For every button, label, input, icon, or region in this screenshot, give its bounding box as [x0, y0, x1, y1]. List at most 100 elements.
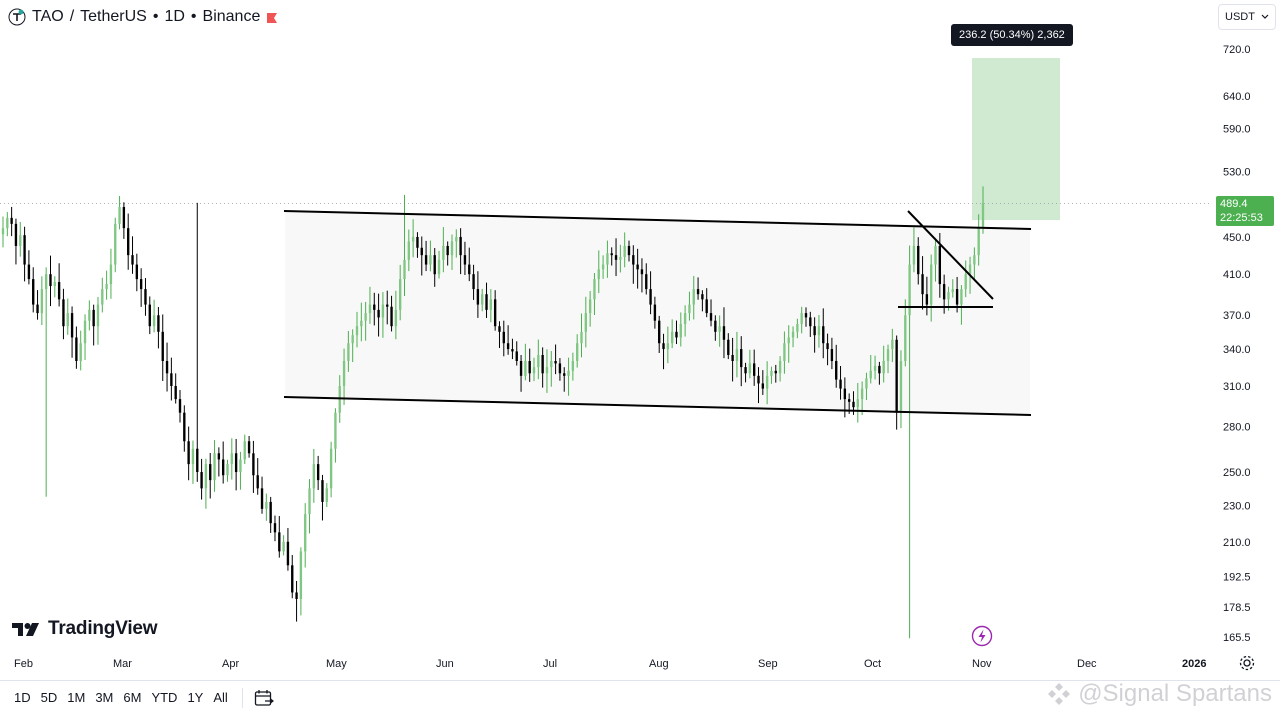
range-ytd-button[interactable]: YTD [151, 690, 178, 705]
candle-body [321, 480, 324, 502]
range-1d-button[interactable]: 1D [14, 690, 31, 705]
range-6m-button[interactable]: 6M [123, 690, 142, 705]
candle-body [429, 255, 432, 265]
candle-body [312, 464, 316, 489]
candle-body [610, 253, 613, 256]
flag-resistance-line[interactable] [907, 210, 994, 300]
candle-body [670, 331, 674, 344]
lightning-icon[interactable] [971, 625, 993, 647]
calendar-icon[interactable] [253, 687, 275, 709]
candle-body [895, 339, 898, 413]
symbol-header[interactable]: TAO / TetherUS • 1D • Binance [8, 6, 278, 28]
candle-body [558, 363, 562, 374]
range-5d-button[interactable]: 5D [40, 690, 58, 705]
price-axis[interactable]: 165.5 178.5 192.5 210.0 230.0 250.0 280.0 310.0… [1223, 44, 1251, 644]
candle-body [49, 274, 52, 287]
candle-body [62, 299, 65, 327]
candle-body [899, 361, 903, 413]
candle-body [930, 264, 933, 305]
range-3m-button[interactable]: 3M [95, 690, 114, 705]
candle-body [554, 361, 557, 364]
candle-body [83, 320, 87, 344]
candle-body [53, 282, 56, 287]
candle-body [459, 236, 462, 256]
candle-body [386, 304, 389, 307]
candle-body [744, 367, 747, 374]
candle-body [265, 501, 268, 509]
price-chart[interactable]: 165.5 178.5 192.5 210.0 230.0 250.0 280.0 310.0… [0, 0, 1280, 680]
candle-body [221, 459, 225, 476]
candle-body [528, 361, 531, 374]
candle-body [675, 331, 678, 338]
time-tick-label: Feb [14, 658, 33, 670]
time-tick-label: Nov [972, 658, 992, 670]
candle-body [873, 365, 877, 371]
candle-body [770, 370, 773, 376]
interval-label[interactable]: 1D [164, 8, 185, 25]
candle-body [256, 475, 259, 489]
candle-body [696, 289, 700, 295]
candle-body [787, 337, 790, 344]
symbol-separator: / [69, 8, 75, 25]
candle-body [247, 441, 251, 454]
candle-body [791, 331, 795, 338]
candle-body [882, 361, 885, 374]
candle-body [131, 255, 134, 265]
candle-body [165, 361, 169, 374]
candle-body [904, 315, 907, 362]
candle-body [118, 207, 121, 224]
exchange-label: Binance [202, 8, 261, 25]
candle-body [79, 343, 82, 362]
candle-body [19, 235, 22, 246]
price-tick-label: 250.0 [1223, 467, 1251, 479]
candle-body [912, 245, 916, 265]
candle-body [981, 203, 985, 229]
candle-body [714, 320, 717, 332]
candle-body [511, 349, 514, 352]
candle-body [485, 294, 488, 310]
candle-body [355, 326, 359, 336]
candle-body [722, 326, 726, 340]
candle-body [174, 386, 177, 400]
candle-body [152, 315, 156, 327]
gear-icon[interactable] [1238, 654, 1256, 672]
candle-body [822, 326, 825, 344]
candle-body [40, 289, 44, 314]
channel-upper-line[interactable] [283, 210, 1032, 230]
measure-label: 236.2 (50.34%) 2,362 [951, 24, 1073, 46]
channel-lower-line[interactable] [283, 396, 1032, 416]
candle-body [308, 488, 311, 515]
range-all-button[interactable]: All [213, 690, 228, 705]
candle-body [576, 343, 579, 362]
candle-body [239, 459, 242, 473]
dot-separator: • [152, 8, 159, 25]
candle-body [260, 488, 264, 509]
candle-body [446, 245, 449, 256]
candle-body [852, 401, 855, 408]
candle-body [718, 326, 721, 332]
candle-body [183, 412, 186, 442]
candle-body [463, 255, 467, 265]
candle-body [662, 343, 665, 350]
bar-countdown: 22:25:53 [1220, 212, 1263, 224]
candle-body [57, 282, 61, 300]
time-tick-label: Oct [864, 658, 881, 670]
candle-body [502, 331, 505, 344]
currency-value: USDT [1225, 11, 1255, 23]
tradingview-logo[interactable]: TradingView [12, 618, 158, 640]
candle-body [234, 453, 238, 473]
candle-body [856, 399, 859, 408]
time-axis[interactable]: Feb Mar Apr May Jun Jul Aug Sep Oct Nov Dec 2026 [14, 658, 1206, 670]
candle-body [632, 255, 635, 265]
candle-body [938, 245, 942, 285]
range-1y-button[interactable]: 1Y [187, 690, 204, 705]
trendline-drawings[interactable] [283, 210, 1032, 416]
candle-body [571, 361, 575, 371]
currency-select[interactable]: USDT [1218, 4, 1276, 30]
candle-body [161, 331, 164, 361]
price-tick-label: 310.0 [1223, 381, 1251, 393]
candle-body [584, 313, 587, 332]
candle-body [796, 323, 799, 332]
candle-body [955, 289, 959, 305]
range-1m-button[interactable]: 1M [67, 690, 86, 705]
